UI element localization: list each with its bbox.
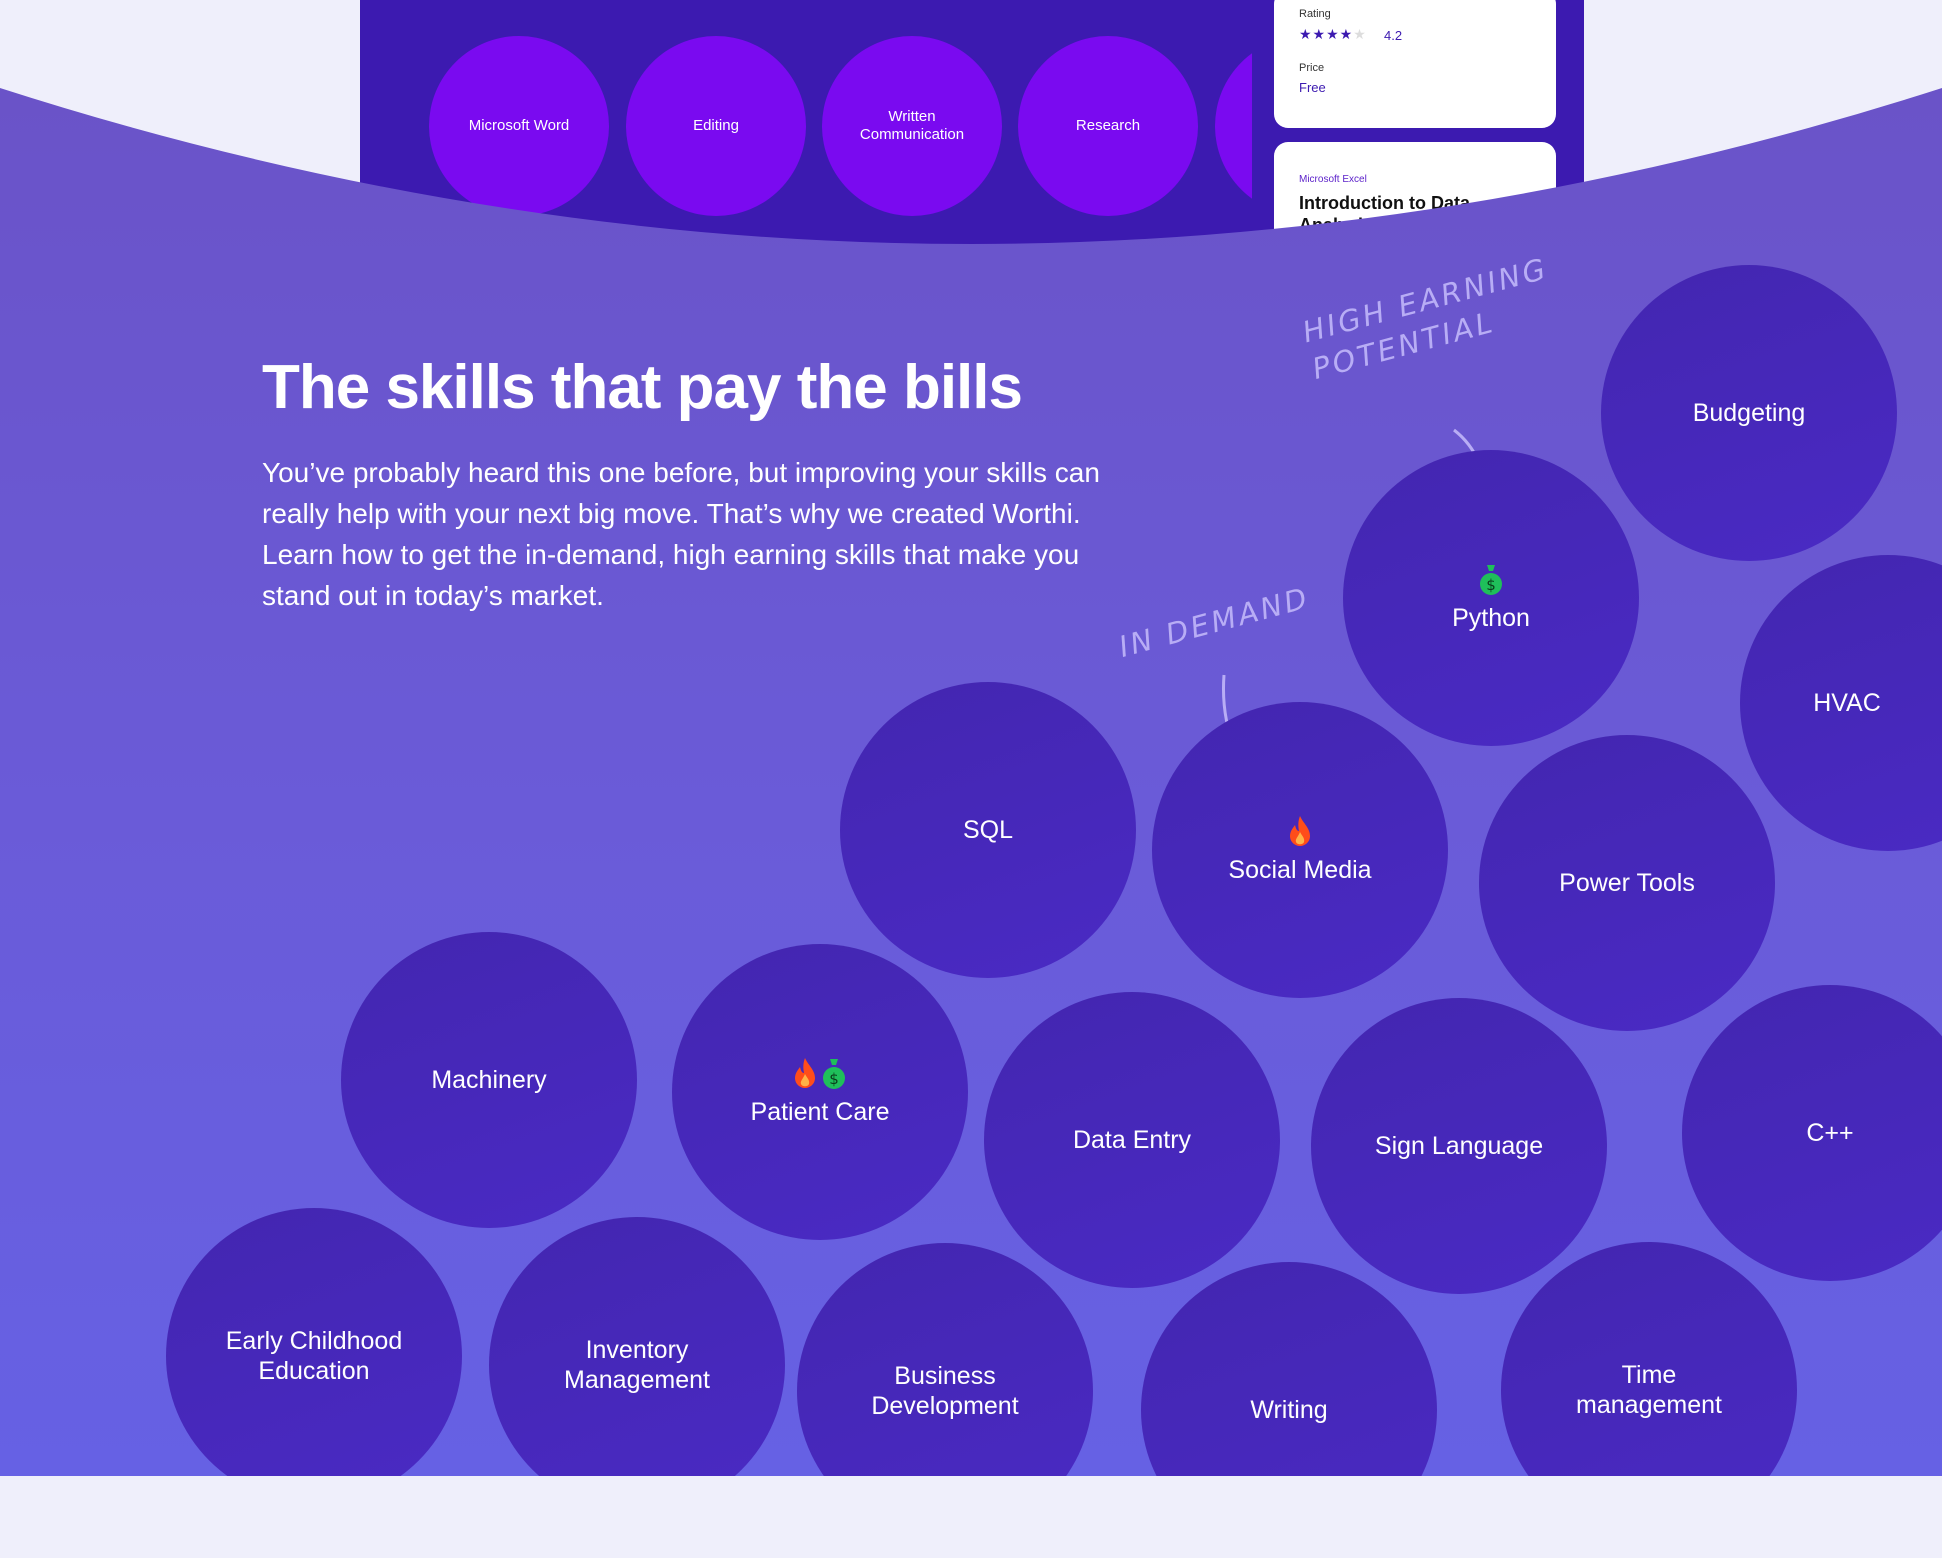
preview-bubble-partial <box>1215 36 1255 216</box>
skill-label: Business Development <box>871 1362 1019 1420</box>
skill-label: Patient Care <box>750 1098 890 1126</box>
price-value: Free <box>1299 80 1326 95</box>
skill-label: Time management <box>1576 1361 1722 1419</box>
rating-stars: ★★★★★ <box>1299 26 1367 42</box>
skill-bubble-power-tools[interactable]: Power Tools <box>1479 735 1775 1031</box>
rating-value: 4.2 <box>1384 28 1403 43</box>
skill-label: Early Childhood Education <box>225 1327 403 1385</box>
course-card[interactable]: Rating ★★★★★ 4.2 Price Free <box>1274 0 1556 128</box>
skill-label: SQL <box>962 816 1014 844</box>
preview-skill-research[interactable]: Research <box>1018 36 1198 216</box>
skill-label: C++ <box>1806 1119 1854 1147</box>
preview-skill-editing[interactable]: Editing <box>626 36 806 216</box>
preview-skill-microsoft-word[interactable]: Microsoft Word <box>429 36 609 216</box>
skill-bubble-cpp[interactable]: C++ <box>1682 985 1942 1281</box>
skill-label: Social Media <box>1228 856 1372 884</box>
skill-bubble-inventory-management[interactable]: Inventory Management <box>489 1217 785 1513</box>
skill-label: Machinery <box>431 1066 547 1094</box>
skill-label: Python <box>1452 604 1530 632</box>
svg-text:$: $ <box>829 1070 839 1088</box>
money-bag-icon: $ <box>1479 563 1503 595</box>
skill-bubble-sql[interactable]: SQL <box>840 682 1136 978</box>
preview-skill-written-communication[interactable]: Written Communication <box>822 36 1002 216</box>
preview-skill-label: Microsoft Word <box>468 117 570 134</box>
skill-bubble-machinery[interactable]: Machinery <box>341 932 637 1228</box>
fire-icon <box>1289 815 1311 847</box>
course-category: Microsoft Excel <box>1299 174 1367 185</box>
skills-section: The skills that pay the bills You’ve pro… <box>0 0 1942 1476</box>
skill-bubble-python[interactable]: $ Python <box>1343 450 1639 746</box>
skill-bubble-budgeting[interactable]: Budgeting <box>1601 265 1897 561</box>
svg-text:$: $ <box>1486 576 1496 594</box>
preview-skill-label: Editing <box>693 117 739 134</box>
skill-icons: $ <box>1479 563 1503 595</box>
skill-bubble-social-media[interactable]: Social Media <box>1152 702 1448 998</box>
skill-label: Sign Language <box>1374 1132 1544 1160</box>
skill-bubble-time-management[interactable]: Time management <box>1501 1242 1797 1538</box>
skill-label: Budgeting <box>1692 399 1806 427</box>
skill-bubble-writing[interactable]: Writing <box>1141 1262 1437 1558</box>
price-label: Price <box>1299 62 1325 74</box>
rating-label: Rating <box>1299 8 1331 20</box>
skill-bubble-sign-language[interactable]: Sign Language <box>1311 998 1607 1294</box>
skill-bubble-early-childhood-education[interactable]: Early Childhood Education <box>166 1208 462 1504</box>
skill-label: HVAC <box>1813 689 1881 717</box>
preview-skill-label: Research <box>1075 117 1141 134</box>
phone-skills-preview: Microsoft Word Editing Written Communica… <box>360 0 1255 250</box>
annotation-in-demand: IN DEMAND <box>1115 580 1314 664</box>
skill-label: Power Tools <box>1559 869 1695 897</box>
skill-label: Inventory Management <box>564 1336 710 1394</box>
skill-bubble-business-development[interactable]: Business Development <box>797 1243 1093 1539</box>
skill-bubble-data-entry[interactable]: Data Entry <box>984 992 1280 1288</box>
skill-icons: $ <box>794 1057 846 1089</box>
fire-icon <box>794 1057 816 1089</box>
section-description: You’ve probably heard this one before, b… <box>262 457 1100 611</box>
money-bag-icon: $ <box>822 1057 846 1089</box>
skill-bubble-hvac[interactable]: HVAC <box>1740 555 1942 851</box>
skill-label: Data Entry <box>1072 1126 1192 1154</box>
preview-skill-label: Written Communication <box>859 108 965 143</box>
annotation-high-earning: HIGH EARNING POTENTIAL <box>1298 251 1552 387</box>
section-title: The skills that pay the bills <box>262 353 1022 422</box>
skill-label: Writing <box>1250 1396 1328 1424</box>
skill-icons <box>1289 815 1311 847</box>
skill-bubble-patient-care[interactable]: $ Patient Care <box>672 944 968 1240</box>
